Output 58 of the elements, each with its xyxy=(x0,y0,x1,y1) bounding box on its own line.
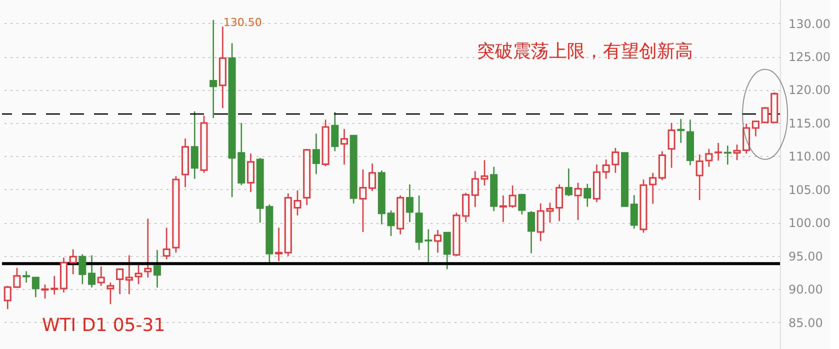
candlestick xyxy=(387,210,395,237)
candlestick xyxy=(649,172,657,204)
y-tick-label: 90.00 xyxy=(788,282,823,297)
candlestick xyxy=(162,227,170,260)
candlestick xyxy=(406,184,414,223)
candlestick xyxy=(97,266,105,286)
candlestick xyxy=(434,229,442,254)
candlestick xyxy=(733,144,741,161)
candlestick xyxy=(724,144,732,166)
candlestick xyxy=(69,248,77,275)
y-tick-label: 105.00 xyxy=(788,182,830,197)
candlestick xyxy=(508,184,516,208)
candlestick xyxy=(462,192,470,223)
candlestick xyxy=(564,168,572,197)
y-tick-label: 100.00 xyxy=(788,216,830,230)
y-tick-label: 95.00 xyxy=(788,249,823,264)
candlestick xyxy=(668,122,676,168)
y-tick-label: 125.00 xyxy=(788,50,830,64)
candlestick xyxy=(116,268,124,295)
candlestick xyxy=(752,120,760,137)
annotation: 突破震荡上限，有望创新高 xyxy=(477,41,693,62)
candlestick xyxy=(471,170,479,208)
y-tick-label: 130.00 xyxy=(788,16,830,31)
candlestick xyxy=(480,160,488,186)
candlestick xyxy=(78,254,86,285)
candlestick xyxy=(359,168,367,233)
candlestick xyxy=(340,128,348,166)
candlestick xyxy=(144,218,152,278)
candlestick xyxy=(584,183,592,208)
candlestick xyxy=(368,162,376,192)
candlestick xyxy=(153,249,161,288)
y-tick-label: 120.00 xyxy=(788,83,830,98)
candlestick xyxy=(275,227,283,262)
candlestick xyxy=(246,152,254,193)
candlestick xyxy=(32,276,40,298)
candlestick xyxy=(658,150,666,181)
candlestick xyxy=(210,19,218,119)
candlestick xyxy=(106,282,114,305)
candlestick xyxy=(331,111,339,152)
candlestick xyxy=(499,194,507,223)
candlestick xyxy=(22,270,30,284)
candlestick xyxy=(556,184,564,222)
candlestick xyxy=(574,182,582,221)
candlestick xyxy=(528,210,536,254)
candlestick xyxy=(88,254,96,288)
candlestick xyxy=(677,118,685,144)
candlestick xyxy=(714,142,722,162)
annotation: WTI D1 05-31 xyxy=(42,315,166,336)
y-tick-label: 110.00 xyxy=(788,150,830,164)
candlestick xyxy=(630,194,638,230)
candlestick xyxy=(518,193,526,216)
candlestick xyxy=(312,132,320,175)
candlestick xyxy=(125,254,133,295)
y-tick-label: 115.00 xyxy=(788,116,830,130)
candlestick xyxy=(443,231,451,270)
annotation: 130.50 xyxy=(223,16,262,29)
candlestick xyxy=(190,110,198,180)
y-tick-label: 85.00 xyxy=(788,316,823,330)
